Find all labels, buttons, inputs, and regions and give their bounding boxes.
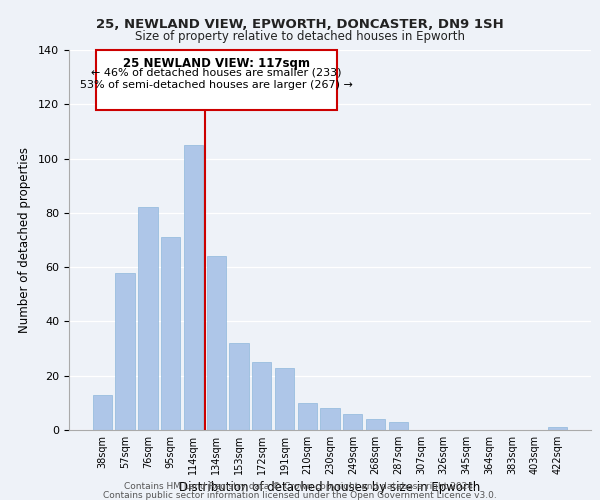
Bar xyxy=(206,256,226,430)
Bar xyxy=(366,419,385,430)
Bar xyxy=(252,362,271,430)
Bar xyxy=(320,408,340,430)
Bar xyxy=(184,145,203,430)
Bar xyxy=(275,368,294,430)
X-axis label: Distribution of detached houses by size in Epworth: Distribution of detached houses by size … xyxy=(179,481,481,494)
Bar xyxy=(298,403,317,430)
Text: Contains HM Land Registry data © Crown copyright and database right 2024.: Contains HM Land Registry data © Crown c… xyxy=(124,482,476,491)
Bar xyxy=(389,422,408,430)
Text: ← 46% of detached houses are smaller (233): ← 46% of detached houses are smaller (23… xyxy=(91,68,341,78)
Text: 25, NEWLAND VIEW, EPWORTH, DONCASTER, DN9 1SH: 25, NEWLAND VIEW, EPWORTH, DONCASTER, DN… xyxy=(96,18,504,30)
Bar xyxy=(115,272,135,430)
Bar xyxy=(95,50,337,110)
Bar xyxy=(138,208,158,430)
Bar xyxy=(343,414,362,430)
Text: 25 NEWLAND VIEW: 117sqm: 25 NEWLAND VIEW: 117sqm xyxy=(123,57,310,70)
Text: Size of property relative to detached houses in Epworth: Size of property relative to detached ho… xyxy=(135,30,465,43)
Text: 53% of semi-detached houses are larger (267) →: 53% of semi-detached houses are larger (… xyxy=(80,80,353,90)
Bar xyxy=(548,428,567,430)
Text: Contains public sector information licensed under the Open Government Licence v3: Contains public sector information licen… xyxy=(103,490,497,500)
Bar xyxy=(161,238,181,430)
Y-axis label: Number of detached properties: Number of detached properties xyxy=(18,147,31,333)
Bar xyxy=(229,343,248,430)
Bar xyxy=(93,394,112,430)
